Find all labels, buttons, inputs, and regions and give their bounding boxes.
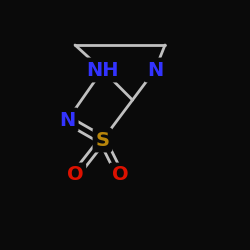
Text: N: N <box>60 110 76 130</box>
Text: S: S <box>96 130 110 150</box>
Text: O: O <box>67 166 83 184</box>
Text: NH: NH <box>86 60 119 80</box>
Text: N: N <box>147 60 163 80</box>
Text: O: O <box>112 166 128 184</box>
